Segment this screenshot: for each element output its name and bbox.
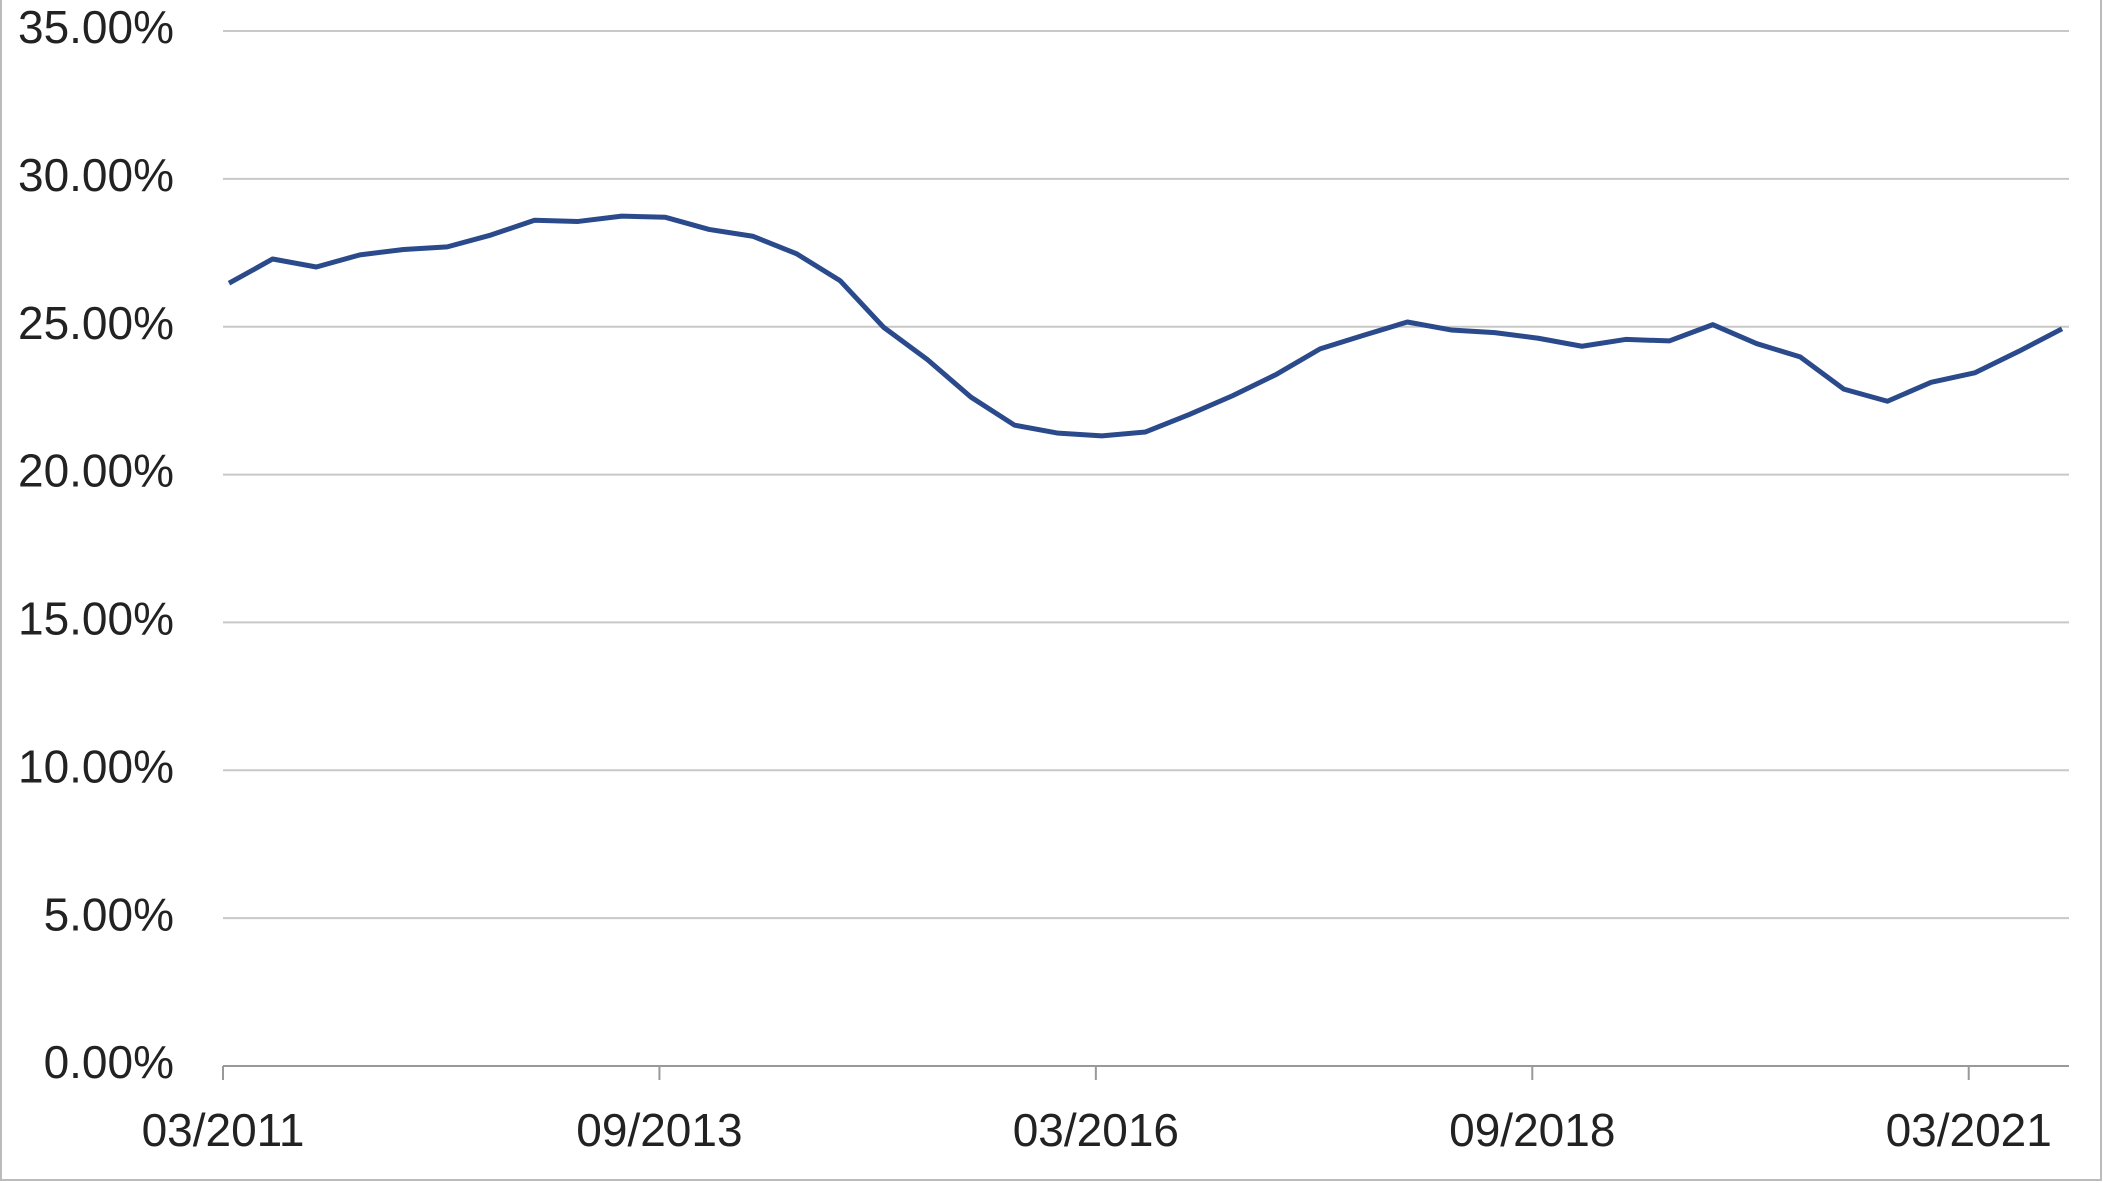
y-tick-label: 5.00% bbox=[44, 888, 174, 940]
x-tick-label: 03/2021 bbox=[1886, 1104, 2052, 1156]
y-tick-label: 15.00% bbox=[18, 593, 174, 645]
x-tick-label: 03/2016 bbox=[1013, 1104, 1179, 1156]
line-series bbox=[227, 213, 2064, 439]
y-tick-label: 35.00% bbox=[18, 1, 174, 53]
x-tick-label: 09/2013 bbox=[576, 1104, 742, 1156]
x-tick-label: 03/2011 bbox=[142, 1104, 305, 1156]
y-tick-label: 0.00% bbox=[44, 1036, 174, 1088]
x-tick-label: 09/2018 bbox=[1449, 1104, 1615, 1156]
y-tick-label: 30.00% bbox=[18, 149, 174, 201]
y-tick-label: 25.00% bbox=[18, 297, 174, 349]
y-tick-label: 20.00% bbox=[18, 445, 174, 497]
y-tick-label: 10.00% bbox=[18, 740, 174, 792]
